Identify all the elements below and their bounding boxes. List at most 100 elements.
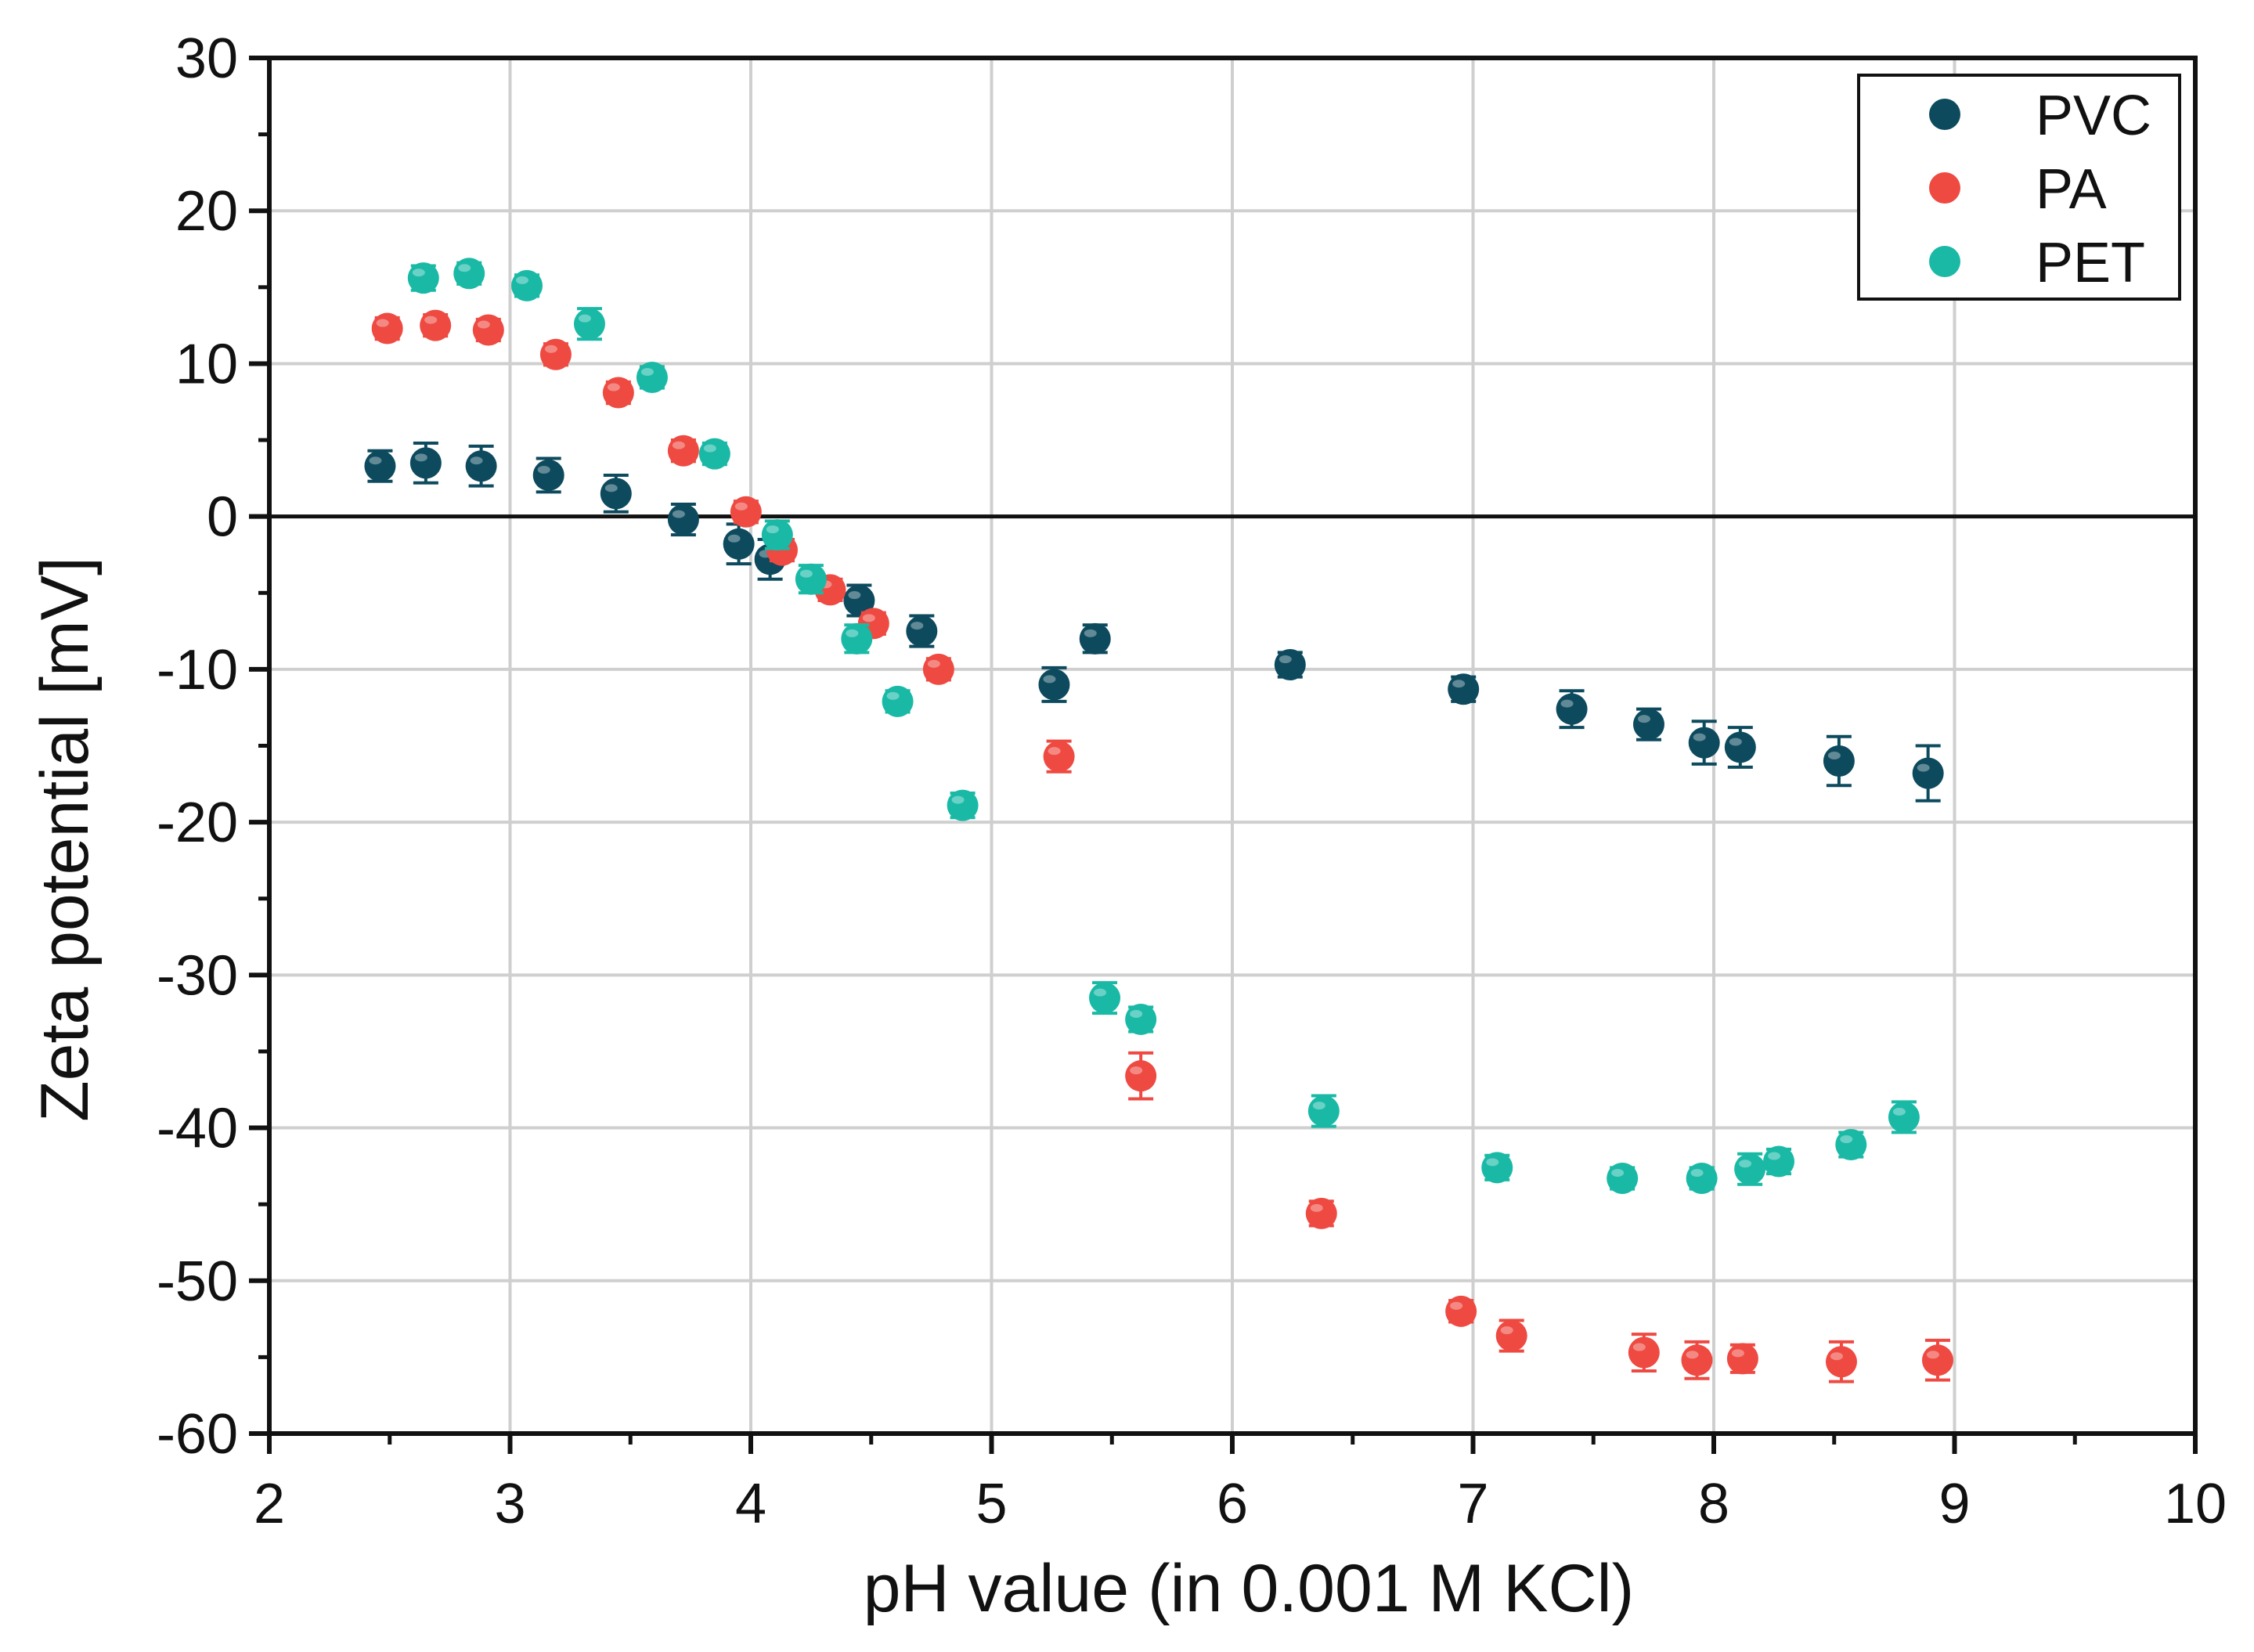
data-point-pvc <box>1038 665 1070 703</box>
data-point-pvc <box>1823 734 1855 788</box>
marker <box>1079 622 1111 655</box>
data-point-pa <box>539 338 572 370</box>
marker-highlight <box>1690 1168 1704 1177</box>
data-point-pa <box>371 312 403 344</box>
data-point-pa <box>730 496 762 528</box>
marker <box>906 615 938 647</box>
y-tick-label: 0 <box>207 486 238 549</box>
legend-marker-pa <box>1929 172 1960 204</box>
marker-highlight <box>911 622 924 630</box>
marker <box>1089 982 1121 1014</box>
marker-highlight <box>1827 752 1841 760</box>
marker-highlight <box>1048 747 1061 756</box>
marker-highlight <box>414 453 427 462</box>
data-point-pvc <box>1688 720 1720 766</box>
marker-highlight <box>727 534 741 543</box>
marker-highlight <box>951 795 965 804</box>
marker <box>698 438 730 470</box>
marker-highlight <box>1768 1152 1781 1160</box>
marker <box>453 258 485 290</box>
marker-highlight <box>424 316 438 324</box>
marker-highlight <box>1486 1158 1499 1167</box>
marker <box>1724 731 1756 763</box>
data-point-pet <box>1125 1003 1157 1035</box>
marker-highlight <box>369 456 382 465</box>
x-axis-title: pH value (in 0.001 M KCl) <box>864 1551 1635 1626</box>
data-point-pet <box>407 262 439 294</box>
marker-highlight <box>1130 1009 1143 1018</box>
marker-highlight <box>1611 1168 1625 1177</box>
x-tick-label: 10 <box>2164 1473 2227 1535</box>
data-point-pet <box>882 685 914 717</box>
marker <box>511 269 543 301</box>
data-point-pvc <box>1912 744 1944 803</box>
marker-highlight <box>1637 715 1650 723</box>
marker-highlight <box>544 344 557 353</box>
marker-highlight <box>376 319 389 327</box>
x-tick-label: 4 <box>735 1473 766 1535</box>
marker-highlight <box>1840 1135 1853 1144</box>
y-tick-label: 10 <box>175 333 238 395</box>
marker <box>1481 1152 1513 1184</box>
marker <box>371 312 403 344</box>
marker <box>573 308 605 340</box>
marker <box>922 653 954 685</box>
legend-marker-pet <box>1929 246 1960 277</box>
marker <box>1445 1295 1477 1327</box>
legend-marker-pvc <box>1929 99 1960 130</box>
marker-highlight <box>1830 1352 1843 1361</box>
data-point-pvc <box>843 583 875 618</box>
marker <box>420 309 452 341</box>
plot-border <box>267 56 2198 1436</box>
marker <box>602 377 634 409</box>
legend-box <box>1857 74 2181 301</box>
marker-highlight <box>766 525 779 534</box>
marker <box>1734 1153 1766 1185</box>
data-point-pet <box>636 362 668 394</box>
data-point-pvc <box>1274 649 1306 681</box>
data-point-pa <box>602 377 634 409</box>
marker <box>1632 709 1664 741</box>
marker-highlight <box>1739 1160 1752 1168</box>
data-point-pvc <box>600 473 632 514</box>
marker <box>1912 757 1944 789</box>
data-point-pet <box>698 438 730 470</box>
marker <box>472 314 504 346</box>
marker-highlight <box>862 614 875 622</box>
y-tick-label: -40 <box>157 1098 238 1160</box>
data-point-pet <box>1888 1100 1920 1134</box>
marker <box>1763 1145 1795 1178</box>
x-tick-label: 9 <box>1938 1473 1970 1535</box>
marker <box>1686 1162 1718 1194</box>
data-point-pvc <box>532 456 564 494</box>
marker <box>1681 1344 1713 1376</box>
marker <box>1274 649 1306 681</box>
marker <box>667 503 699 536</box>
y-tick-label: 30 <box>175 27 238 90</box>
marker <box>795 563 827 595</box>
marker-highlight <box>672 441 685 449</box>
marker-highlight <box>1084 629 1097 637</box>
marker <box>947 789 979 821</box>
marker <box>1125 1003 1157 1035</box>
marker-highlight <box>412 269 425 277</box>
data-point-pet <box>1089 981 1121 1015</box>
y-tick-label: 20 <box>175 180 238 243</box>
marker-highlight <box>1693 733 1706 741</box>
data-point-pet <box>1607 1162 1639 1194</box>
marker <box>1448 673 1480 705</box>
marker <box>539 338 572 370</box>
marker-highlight <box>927 659 940 668</box>
marker <box>1556 693 1588 725</box>
marker <box>841 622 873 655</box>
data-point-pet <box>795 563 827 595</box>
marker <box>730 496 762 528</box>
marker <box>1305 1197 1337 1229</box>
marker <box>465 450 497 482</box>
data-point-pa <box>1921 1338 1953 1382</box>
marker-highlight <box>1452 680 1466 688</box>
y-tick-label: -20 <box>157 792 238 854</box>
marker-highlight <box>703 444 716 453</box>
data-point-pa <box>667 435 699 467</box>
